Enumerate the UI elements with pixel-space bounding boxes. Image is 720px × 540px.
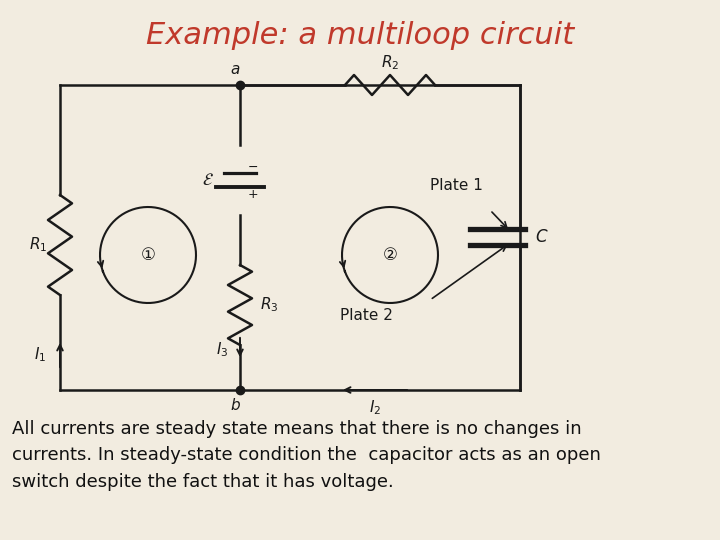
Text: All currents are steady state means that there is no changes in
currents. In ste: All currents are steady state means that… (12, 420, 601, 491)
Text: a: a (230, 62, 240, 77)
Text: $R_3$: $R_3$ (260, 296, 279, 314)
Text: $\mathcal{E}$: $\mathcal{E}$ (202, 171, 214, 189)
Text: b: b (230, 399, 240, 414)
Text: $R_2$: $R_2$ (381, 53, 399, 72)
Text: $I_2$: $I_2$ (369, 399, 381, 417)
Text: $R_1$: $R_1$ (29, 235, 47, 254)
Text: $I_3$: $I_3$ (216, 341, 228, 359)
Text: Plate 2: Plate 2 (340, 307, 393, 322)
Text: ①: ① (140, 246, 156, 264)
Text: $I_1$: $I_1$ (34, 346, 46, 365)
Text: +: + (248, 187, 258, 200)
Text: ②: ② (382, 246, 397, 264)
Text: Plate 1: Plate 1 (430, 178, 483, 192)
Text: $C$: $C$ (535, 228, 549, 246)
Text: −: − (248, 160, 258, 173)
Text: Example: a multiloop circuit: Example: a multiloop circuit (146, 21, 574, 50)
